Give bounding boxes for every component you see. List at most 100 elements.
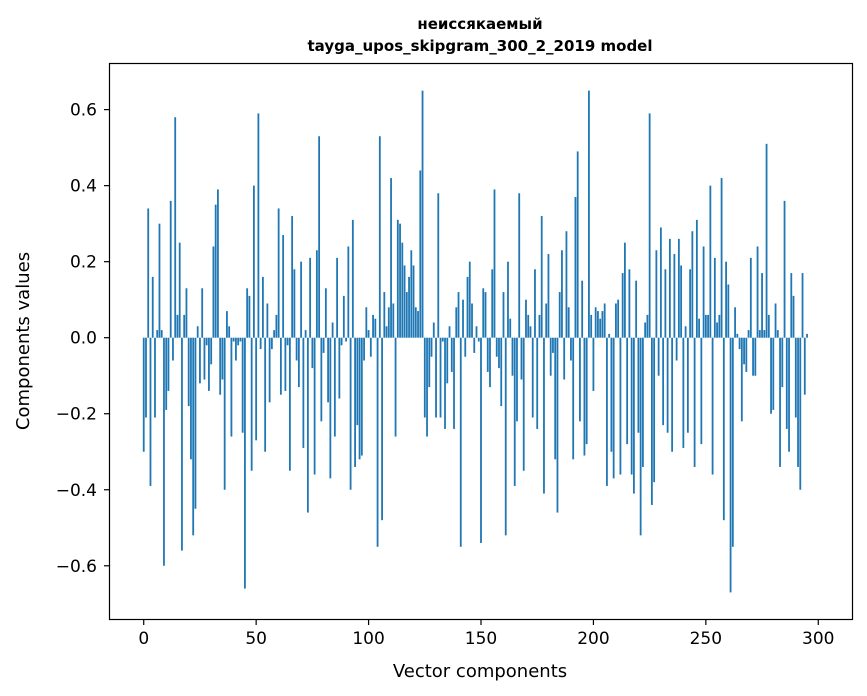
bar	[729, 337, 732, 593]
bar	[295, 337, 298, 361]
bar	[671, 337, 674, 452]
bar	[763, 330, 766, 338]
bar	[293, 269, 296, 338]
bar	[410, 250, 413, 338]
bar	[399, 223, 401, 338]
bar	[248, 295, 251, 338]
bar	[223, 337, 226, 490]
bar	[201, 288, 204, 338]
bar	[500, 337, 503, 407]
bar	[394, 337, 397, 437]
bar	[680, 265, 683, 338]
bar	[599, 318, 602, 338]
bar	[698, 318, 700, 338]
bar	[624, 242, 626, 338]
bar	[574, 197, 577, 338]
bar	[477, 337, 480, 342]
bar	[579, 337, 581, 422]
bar	[648, 113, 651, 338]
bar	[583, 337, 586, 456]
x-axis-ticks: 0 50 100 150 200 250 300	[138, 619, 834, 649]
bar	[376, 337, 379, 547]
bar	[585, 337, 588, 445]
bar	[536, 337, 539, 429]
bar	[421, 90, 424, 338]
bar	[282, 235, 285, 338]
bar	[374, 318, 377, 338]
chart-title-line1: неиссякаемый	[417, 15, 542, 33]
bar	[767, 314, 770, 338]
bar	[662, 337, 665, 426]
bar	[414, 307, 417, 338]
bar	[228, 326, 231, 338]
y-axis-ticks: −0.6 −0.4 −0.2 0.0 0.2 0.4 0.6	[56, 101, 110, 577]
bar	[567, 307, 570, 338]
bar	[486, 337, 489, 372]
bar	[641, 337, 644, 467]
bar	[628, 269, 631, 338]
bar	[466, 276, 469, 338]
bar	[655, 250, 658, 338]
bar	[401, 242, 404, 338]
bar	[448, 326, 451, 338]
bar	[340, 337, 343, 346]
bar	[482, 288, 485, 338]
bar	[396, 219, 399, 338]
bar	[259, 337, 262, 350]
bar	[770, 337, 772, 414]
x-tick-label: 100	[352, 629, 384, 649]
bar	[360, 337, 363, 456]
bar	[428, 337, 431, 388]
bar	[347, 246, 350, 338]
bar	[270, 337, 273, 350]
bar	[183, 314, 186, 338]
bar	[621, 273, 624, 338]
bar	[158, 223, 161, 338]
y-tick-label: 0.6	[70, 101, 97, 121]
bar	[513, 337, 516, 486]
bar	[279, 337, 282, 395]
bar	[174, 117, 177, 338]
y-tick-label: −0.6	[56, 557, 97, 577]
bar	[527, 314, 530, 338]
bar	[354, 337, 356, 467]
bar	[686, 337, 689, 433]
bar	[522, 337, 525, 471]
bar	[794, 337, 797, 418]
bar	[776, 330, 779, 338]
bar	[255, 337, 258, 441]
bar	[659, 227, 662, 338]
bar	[561, 250, 563, 338]
bar	[246, 288, 249, 338]
bar	[727, 284, 730, 338]
bar	[369, 337, 372, 357]
bar	[306, 337, 309, 513]
bar	[212, 246, 215, 338]
bar	[190, 337, 192, 460]
bar	[349, 337, 352, 490]
bar	[194, 337, 197, 509]
bar	[455, 307, 458, 338]
bar	[214, 204, 217, 338]
bar	[221, 337, 224, 380]
bar	[241, 337, 244, 433]
bar	[673, 254, 676, 338]
bar	[570, 337, 572, 361]
bar	[713, 257, 716, 338]
bar	[597, 311, 599, 338]
bar	[383, 292, 386, 338]
bar	[509, 318, 512, 338]
bar	[653, 337, 656, 483]
bar	[219, 337, 222, 395]
bar	[426, 337, 428, 437]
bar	[187, 337, 190, 407]
bar	[745, 337, 748, 372]
bar	[284, 337, 287, 391]
y-tick-label: −0.4	[56, 481, 97, 501]
bar	[192, 337, 195, 536]
bar	[392, 303, 395, 338]
bar	[608, 333, 611, 338]
bar	[552, 337, 554, 353]
bar	[468, 261, 471, 338]
bar	[588, 90, 590, 338]
